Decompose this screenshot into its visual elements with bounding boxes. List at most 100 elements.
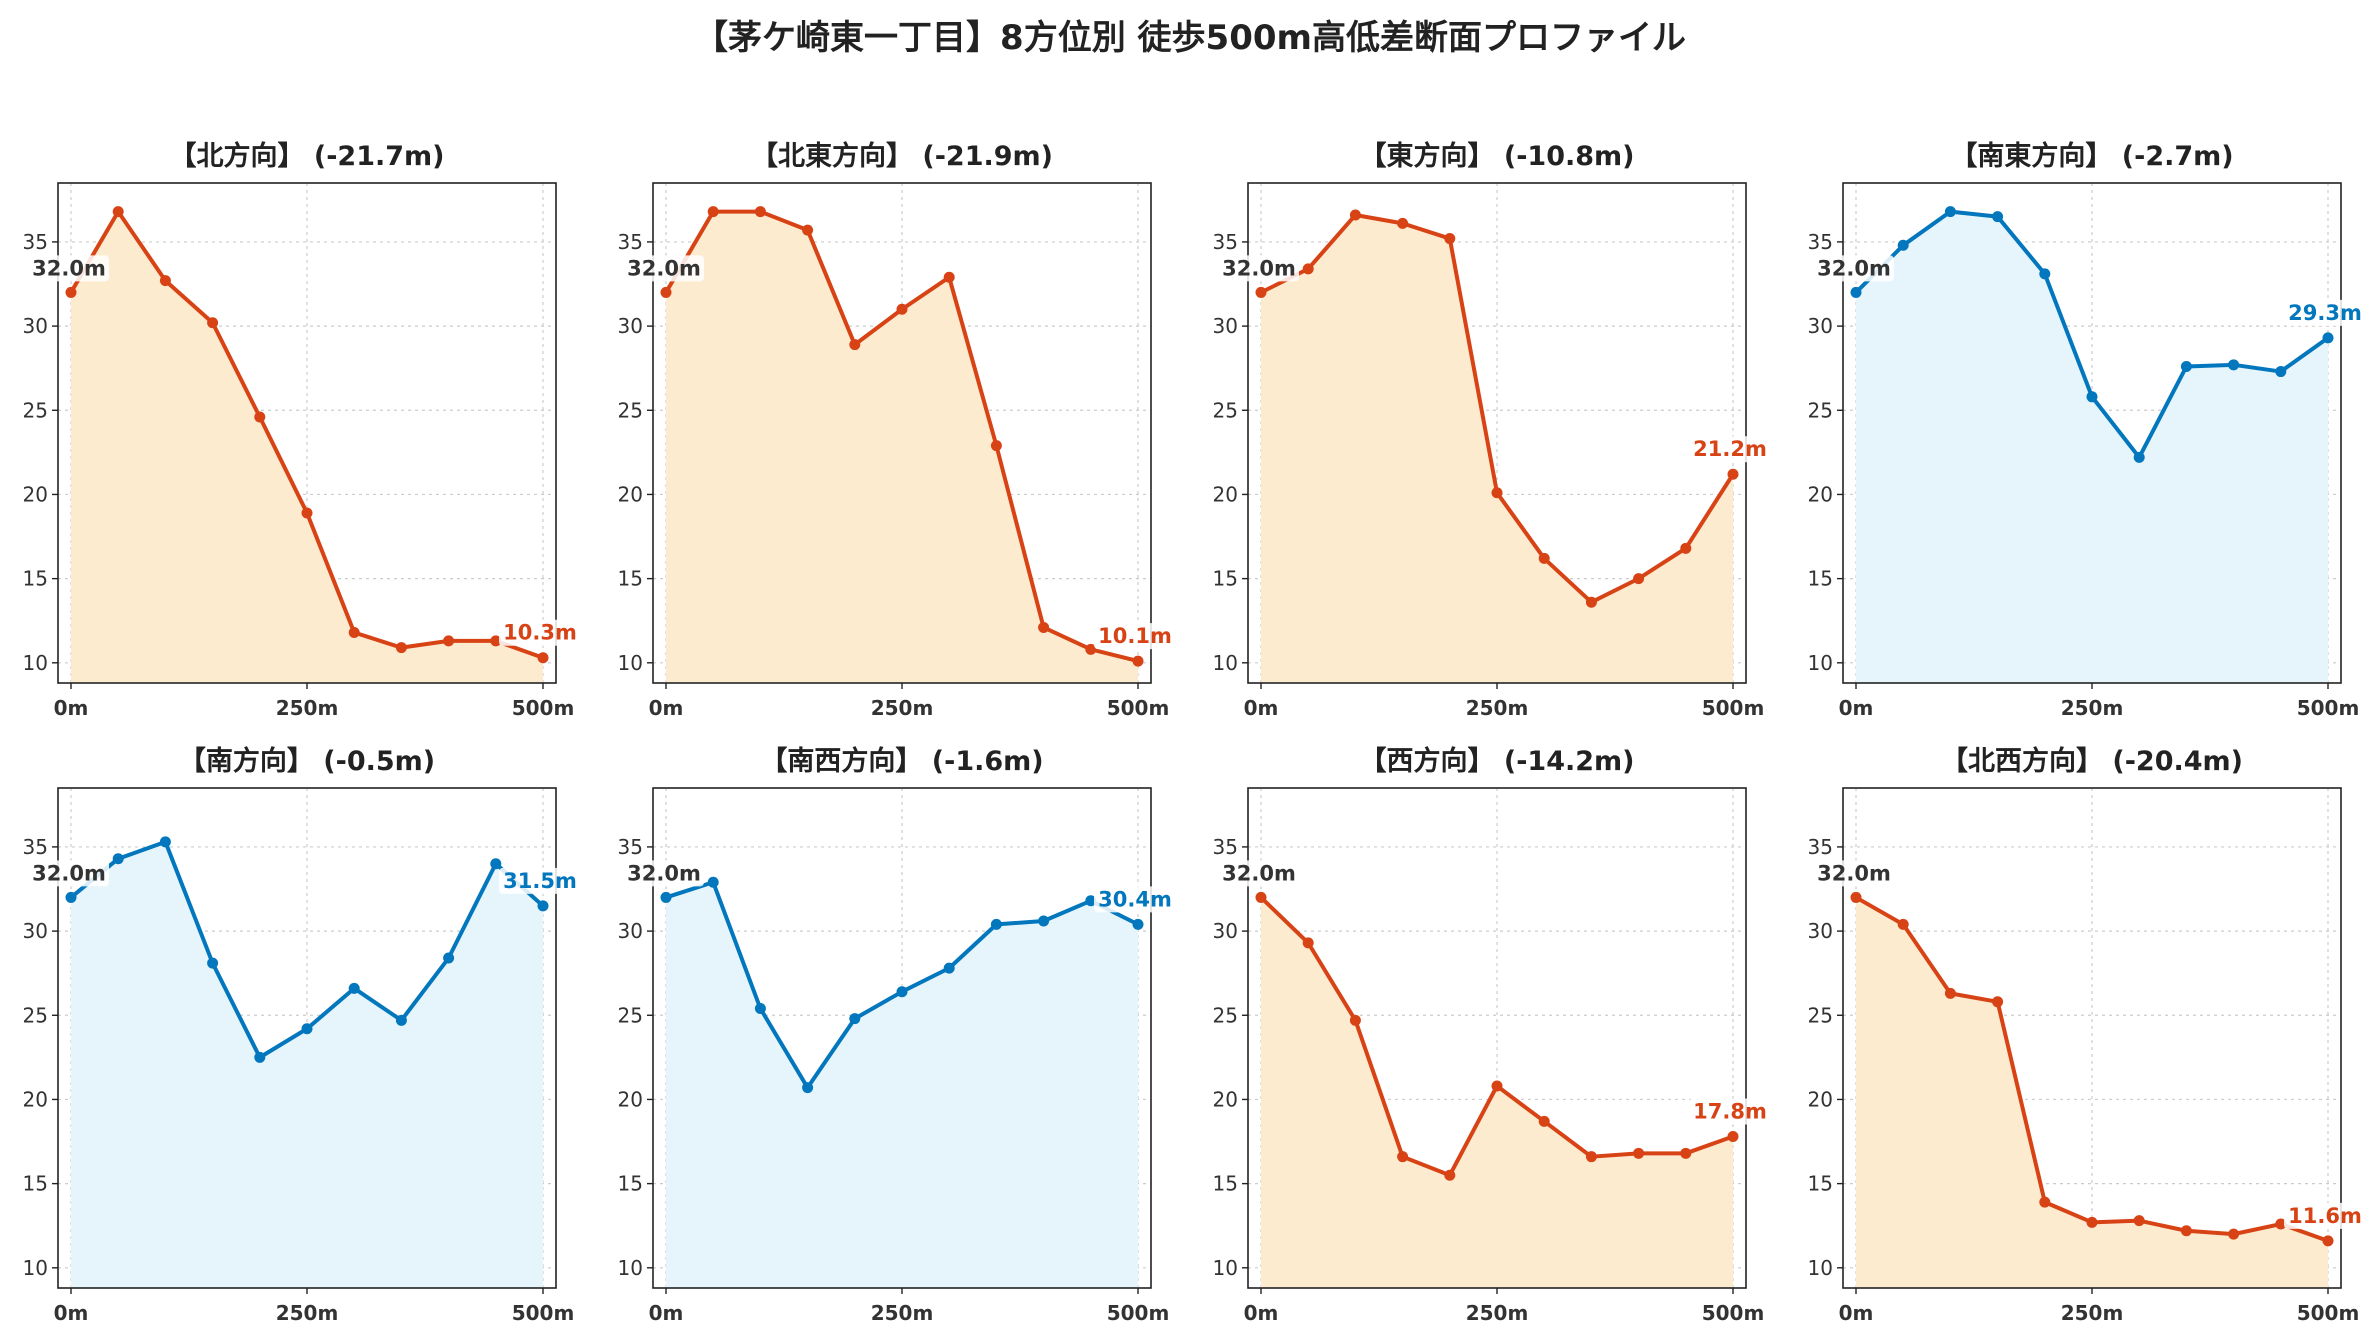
elevation-point: [896, 303, 908, 315]
elevation-point: [1538, 1115, 1550, 1127]
x-tick-label: 250m: [1466, 1301, 1529, 1325]
start-elevation-label: 32.0m: [1817, 861, 1891, 885]
elevation-point: [1397, 217, 1409, 229]
x-tick-label: 0m: [54, 1301, 89, 1325]
elevation-point: [1444, 233, 1456, 245]
elevation-point: [1255, 286, 1267, 298]
y-tick-label: 20: [23, 482, 48, 506]
y-tick-label: 10: [1213, 651, 1238, 675]
end-label-bg: [499, 867, 581, 894]
elevation-point: [395, 1014, 407, 1026]
elevation-point: [707, 206, 719, 218]
y-tick-label: 15: [23, 567, 48, 591]
x-tick-label: 250m: [276, 1301, 339, 1325]
y-tick-label: 15: [618, 567, 643, 591]
elevation-area: [71, 211, 543, 683]
x-tick-label: 0m: [1244, 696, 1279, 720]
end-label-bg: [2284, 299, 2366, 326]
elevation-point: [1680, 542, 1692, 554]
elevation-point: [1302, 263, 1314, 275]
x-tick-label: 0m: [1839, 696, 1874, 720]
elevation-point: [943, 271, 955, 283]
x-tick-label: 500m: [2297, 1301, 2360, 1325]
y-tick-label: 30: [1808, 314, 1833, 338]
x-tick-label: 250m: [2061, 1301, 2124, 1325]
elevation-point: [65, 891, 77, 903]
elevation-point: [1850, 286, 1862, 298]
end-elevation-label: 31.5m: [503, 869, 577, 893]
elevation-point: [1349, 1014, 1361, 1026]
elevation-point: [1491, 1080, 1503, 1092]
elevation-point: [112, 853, 124, 865]
elevation-area: [1261, 897, 1733, 1288]
elevation-point: [660, 286, 672, 298]
y-tick-label: 30: [1213, 919, 1238, 943]
end-elevation-label: 29.3m: [2288, 301, 2362, 325]
chart-northeast: 【北東方向】 (-21.9m) 10 15 20 25 30 35 0m 250m 500m 32.…: [618, 140, 1176, 720]
panel-title: 【東方向】 (-10.8m): [1359, 140, 1634, 172]
panel-title: 【北方向】 (-21.7m): [169, 140, 444, 172]
elevation-point: [1850, 891, 1862, 903]
elevation-point: [2086, 391, 2098, 403]
x-tick-label: 250m: [871, 1301, 934, 1325]
elevation-point: [1491, 487, 1503, 499]
elevation-point: [1944, 987, 1956, 999]
y-tick-label: 35: [618, 230, 643, 254]
y-tick-label: 15: [1808, 567, 1833, 591]
elevation-point: [1633, 1147, 1645, 1159]
chart-northwest: 【北西方向】 (-20.4m) 10 15 20 25 30 35 0m 250m 500m 32.…: [1808, 745, 2366, 1325]
x-tick-label: 500m: [512, 696, 575, 720]
y-tick-label: 35: [1213, 230, 1238, 254]
start-label-bg: [624, 860, 704, 887]
elevation-point: [1132, 918, 1144, 930]
elevation-point: [2180, 1225, 2192, 1237]
y-tick-label: 35: [23, 835, 48, 859]
elevation-area: [666, 882, 1138, 1288]
end-label-bg: [499, 619, 581, 646]
elevation-area: [71, 841, 543, 1288]
y-tick-label: 15: [1213, 1172, 1238, 1196]
y-tick-label: 35: [618, 835, 643, 859]
elevation-point: [1255, 891, 1267, 903]
elevation-point: [348, 982, 360, 994]
start-label-bg: [1219, 255, 1299, 282]
y-tick-label: 30: [23, 314, 48, 338]
panel-title: 【南西方向】 (-1.6m): [760, 745, 1043, 777]
elevation-point: [802, 224, 814, 236]
y-tick-label: 25: [618, 398, 643, 422]
end-elevation-label: 21.2m: [1693, 437, 1767, 461]
elevation-point: [1085, 643, 1097, 655]
elevation-point: [1585, 1151, 1597, 1163]
elevation-point: [1397, 1151, 1409, 1163]
y-tick-label: 25: [1808, 1003, 1833, 1027]
panel-title: 【西方向】 (-14.2m): [1359, 745, 1634, 777]
elevation-point: [207, 317, 219, 329]
y-tick-label: 20: [1213, 1087, 1238, 1111]
x-tick-label: 0m: [54, 696, 89, 720]
y-tick-label: 10: [1808, 651, 1833, 675]
elevation-point: [301, 507, 313, 519]
chart-west: 【西方向】 (-14.2m) 10 15 20 25 30 35 0m 250m 500m 32.0…: [1213, 745, 1771, 1325]
elevation-point: [707, 876, 719, 888]
y-tick-label: 30: [618, 314, 643, 338]
elevation-point: [754, 1003, 766, 1015]
y-tick-label: 25: [1808, 398, 1833, 422]
x-tick-label: 500m: [1702, 696, 1765, 720]
elevation-point: [1992, 996, 2004, 1008]
x-tick-label: 250m: [2061, 696, 2124, 720]
elevation-point: [2228, 359, 2240, 371]
elevation-point: [1897, 239, 1909, 251]
panel-title: 【北東方向】 (-21.9m): [751, 140, 1053, 172]
start-label-bg: [1219, 860, 1299, 887]
y-tick-label: 25: [23, 398, 48, 422]
x-tick-label: 500m: [512, 1301, 575, 1325]
y-tick-label: 35: [1808, 835, 1833, 859]
end-elevation-label: 11.6m: [2288, 1204, 2362, 1228]
elevation-point: [490, 635, 502, 647]
y-tick-label: 20: [618, 482, 643, 506]
y-tick-label: 15: [1808, 1172, 1833, 1196]
elevation-point: [537, 900, 549, 912]
elevation-point: [2180, 361, 2192, 373]
panel-title: 【南東方向】 (-2.7m): [1950, 140, 2233, 172]
